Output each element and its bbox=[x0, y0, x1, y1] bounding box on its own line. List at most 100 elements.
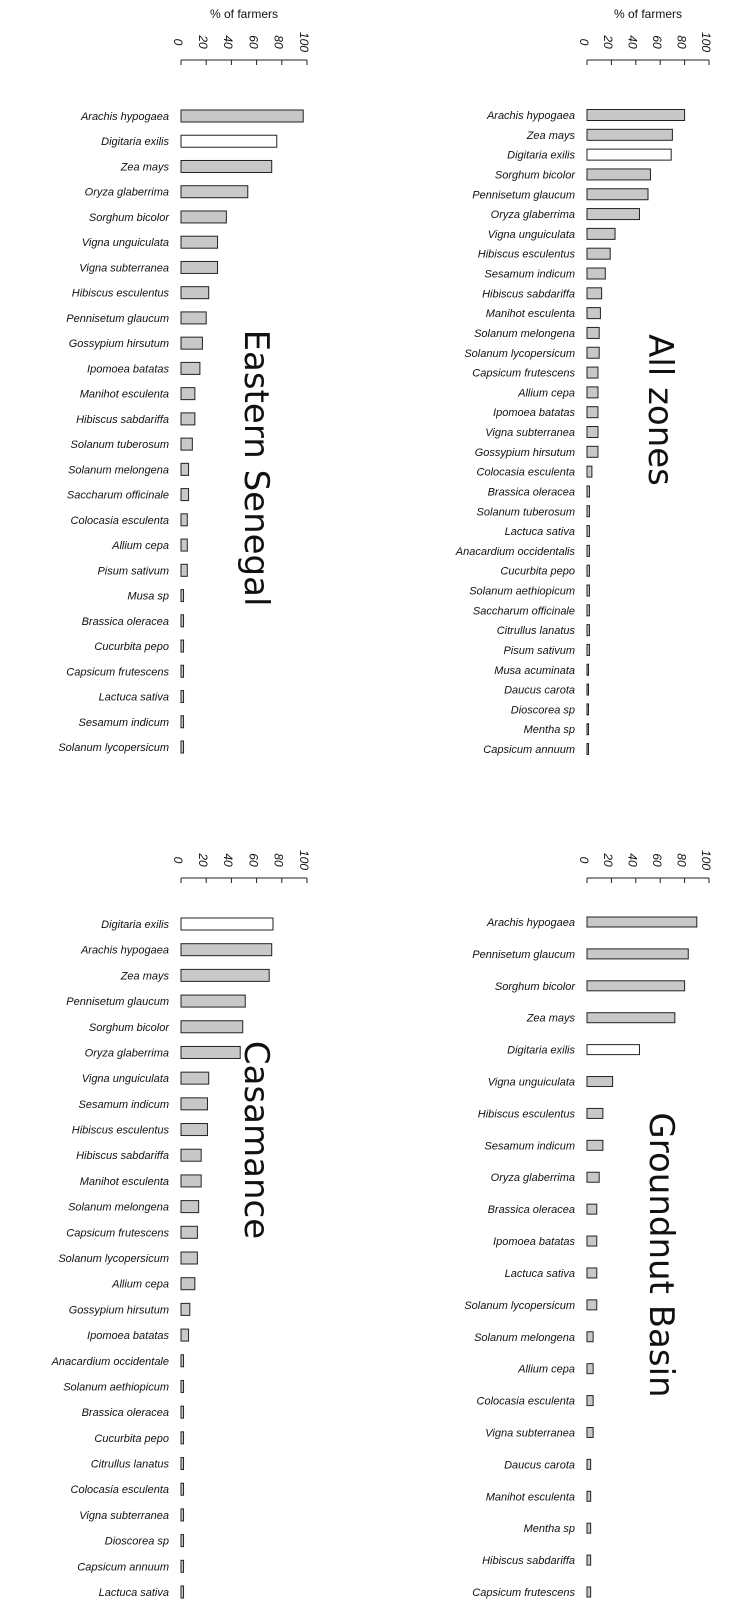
panel-4-bar-manihot-esculenta bbox=[586, 1490, 592, 1502]
panel-2-category-label: Pisum sativum bbox=[503, 645, 575, 657]
panel-3-bar-anacardium-occidentale bbox=[180, 1354, 185, 1368]
panel-2-category-label: Capsicum annuum bbox=[483, 744, 575, 756]
panel-1-bar-vigna-subterranea bbox=[180, 260, 219, 274]
panel-4-category-label: Oryza glaberrima bbox=[491, 1172, 575, 1184]
panel-1-bar-saccharum-officinale bbox=[180, 488, 190, 502]
panel-1-category-label: Lactuca sativa bbox=[99, 692, 169, 704]
panel-1-category-label: Hibiscus sabdariffa bbox=[76, 414, 169, 426]
panel-3-tick-label: 60 bbox=[246, 853, 260, 867]
panel-4-tick-label: 80 bbox=[674, 853, 688, 867]
panel-2-bar-zea-mays bbox=[586, 128, 673, 141]
panel-3-category-label: Manihot esculenta bbox=[80, 1176, 169, 1188]
panel-1-category-label: Manihot esculenta bbox=[80, 389, 169, 401]
panel-1-category-label: Ipomoea batatas bbox=[87, 363, 169, 375]
panel-2-category-label: Vigna unguiculata bbox=[488, 229, 575, 241]
panel-2-tick-label: 60 bbox=[650, 35, 664, 49]
panel-4-category-label: Daucus carota bbox=[504, 1459, 575, 1471]
panel-2-bar-mentha-sp bbox=[586, 723, 589, 736]
panel-4-category-label: Hibiscus esculentus bbox=[478, 1108, 576, 1120]
panel-2-tick-label: 40 bbox=[626, 35, 640, 49]
panel-2-category-label: Colocasia esculenta bbox=[477, 467, 575, 479]
panel-3-bar-gossypium-hirsutum bbox=[180, 1302, 191, 1316]
panel-2-category-label: Anacardium occidentalis bbox=[455, 546, 576, 558]
panel-2-bar-lactuca-sativa bbox=[586, 525, 590, 538]
panel-2-category-label: Arachis hypogaea bbox=[486, 110, 575, 122]
panel-2-bar-dioscorea-sp bbox=[586, 703, 589, 716]
panel-3-category-label: Anacardium occidentale bbox=[51, 1356, 169, 1368]
panel-3-bar-solanum-aethiopicum bbox=[180, 1379, 185, 1393]
panel-1-category-label: Solanum tuberosum bbox=[71, 439, 169, 451]
panel-3-bar-manihot-esculenta bbox=[180, 1174, 202, 1188]
panel-3-category-label: Pennisetum glaucum bbox=[66, 996, 169, 1008]
panel-4-category-label: Arachis hypogaea bbox=[486, 917, 575, 929]
panel-3-bar-hibiscus-sabdariffa bbox=[180, 1148, 202, 1162]
panel-2-category-label: Solanum melongena bbox=[474, 328, 575, 340]
panel-3-category-label: Brassica oleracea bbox=[82, 1407, 169, 1419]
panel-1-category-label: Digitaria exilis bbox=[101, 136, 169, 148]
panel-3-category-label: Allium cepa bbox=[111, 1279, 169, 1291]
panel-4-bar-daucus-carota bbox=[586, 1458, 592, 1470]
panel-4-category-label: Sorghum bicolor bbox=[495, 981, 576, 993]
panel-3-bar-zea-mays bbox=[180, 968, 270, 982]
panel-2-bar-oryza-glaberrima bbox=[586, 208, 640, 221]
panel-4-tick-label: 0 bbox=[577, 857, 591, 864]
panel-3-category-label: Arachis hypogaea bbox=[80, 945, 169, 957]
panel-1-category-label: Oryza glaberrima bbox=[85, 187, 169, 199]
panel-1-category-label: Capsicum frutescens bbox=[66, 666, 169, 678]
panel-2-bar-solanum-melongena bbox=[586, 326, 600, 339]
panel-3-bar-cucurbita-pepo bbox=[180, 1431, 185, 1445]
panel-3-bar-allium-cepa bbox=[180, 1277, 196, 1291]
panel-1-bar-lactuca-sativa bbox=[180, 690, 185, 704]
panel-1-bar-colocasia-esculenta bbox=[180, 513, 188, 527]
panel-4-bar-zea-mays bbox=[586, 1012, 676, 1024]
panel-1-bar-pennisetum-glaucum bbox=[180, 311, 207, 325]
panel-4-tick-label: 40 bbox=[626, 853, 640, 867]
panel-3-category-label: Sesamum indicum bbox=[79, 1099, 169, 1111]
panel-4-bar-digitaria-exilis bbox=[586, 1044, 640, 1056]
panel-4-bar-oryza-glaberrima bbox=[586, 1171, 600, 1183]
panel-2-category-label: Sorghum bicolor bbox=[495, 169, 576, 181]
panel-2-category-label: Hibiscus esculentus bbox=[478, 249, 576, 261]
panel-1-category-label: Brassica oleracea bbox=[82, 616, 169, 628]
panel-2-bar-manihot-esculenta bbox=[586, 307, 601, 320]
panel-3-category-label: Solanum lycopersicum bbox=[58, 1253, 169, 1265]
panel-3-category-label: Ipomoea batatas bbox=[87, 1330, 169, 1342]
panel-1-category-label: Musa sp bbox=[127, 591, 169, 603]
panel-3-bar-pennisetum-glaucum bbox=[180, 994, 246, 1008]
panel-2-bar-colocasia-esculenta bbox=[586, 465, 593, 478]
panel-1-bar-hibiscus-esculentus bbox=[180, 286, 210, 300]
panel-3-category-label: Hibiscus sabdariffa bbox=[76, 1150, 169, 1162]
panel-4-bar-hibiscus-sabdariffa bbox=[586, 1554, 592, 1566]
panel-1-category-label: Vigna subterranea bbox=[79, 262, 169, 274]
panel-2-bar-solanum-tuberosum bbox=[586, 505, 590, 518]
panel-4-category-label: Solanum melongena bbox=[474, 1332, 575, 1344]
panel-4-bar-colocasia-esculenta bbox=[586, 1395, 594, 1407]
panel-4-bar-brassica-oleracea bbox=[586, 1203, 598, 1215]
panel-2-category-label: Digitaria exilis bbox=[507, 150, 575, 162]
panel-1-category-label: Allium cepa bbox=[111, 540, 169, 552]
panel-3-category-label: Vigna subterranea bbox=[79, 1510, 169, 1522]
panel-4-bar-hibiscus-esculentus bbox=[586, 1107, 604, 1119]
panel-4-category-label: Manihot esculenta bbox=[486, 1491, 575, 1503]
panel-2-category-label: Solanum tuberosum bbox=[477, 506, 575, 518]
panel-2-category-label: Citrullus lanatus bbox=[497, 625, 576, 637]
panel-2-category-label: Solanum lycopersicum bbox=[464, 348, 575, 360]
panel-1-category-label: Cucurbita pepo bbox=[94, 641, 169, 653]
panel-4-category-label: Allium cepa bbox=[517, 1364, 575, 1376]
panel-1-bar-hibiscus-sabdariffa bbox=[180, 412, 196, 426]
panel-2-bar-anacardium-occidentalis bbox=[586, 544, 590, 557]
panel-1-category-label: Sorghum bicolor bbox=[89, 212, 170, 224]
panel-2-bar-hibiscus-esculentus bbox=[586, 247, 611, 260]
panel-1-bar-capsicum-frutescens bbox=[180, 664, 185, 678]
panel-3-bar-citrullus-lanatus bbox=[180, 1457, 185, 1471]
panel-2-bar-musa-acuminata bbox=[586, 663, 589, 676]
panel-2-category-label: Vigna subterranea bbox=[485, 427, 575, 439]
panel-2-bar-sesamum-indicum bbox=[586, 267, 606, 280]
panel-1-bar-musa-sp bbox=[180, 589, 185, 603]
panel-3-category-label: Zea mays bbox=[120, 970, 170, 982]
panel-3-bar-vigna-unguiculata bbox=[180, 1071, 210, 1085]
panel-4-bar-capsicum-frutescens bbox=[586, 1586, 592, 1598]
panel-2-bar-saccharum-officinale bbox=[586, 604, 590, 617]
panel-4-tick-label: 20 bbox=[601, 852, 615, 867]
